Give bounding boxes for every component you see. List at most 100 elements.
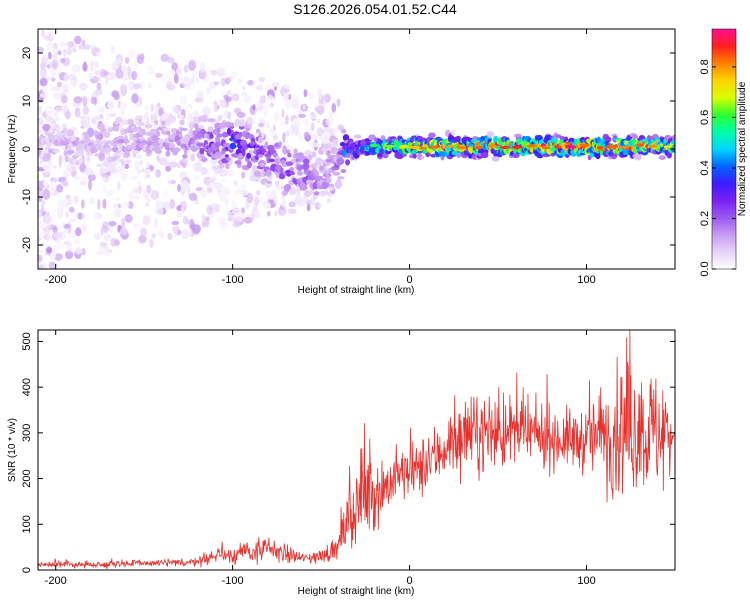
colorbar-tick-label: 0.2 [699,211,711,226]
spectrogram-noise-blob [61,145,67,151]
spectrogram-noise-blob [314,106,321,112]
spectrogram-noise-blob [155,200,163,209]
spectrogram-noise-blob [188,113,192,124]
spectrogram-ridge-blob [332,171,341,176]
spectrogram-noise-blob [159,227,164,237]
spectrogram-noise-blob [68,73,77,81]
spectrogram-noise-blob [216,67,226,77]
spectrogram-ridge-blob [456,135,461,141]
spectrogram-ridge-blob [43,153,52,159]
spectrogram-noise-blob [310,122,315,132]
spectrogram-noise-blob [140,227,147,236]
spectrogram-ridge-blob [179,119,185,126]
spectrogram-noise-blob [88,179,93,191]
spectrogram-marks [38,30,675,269]
spectrogram-ridge-blob [135,115,144,120]
spectrogram-noise-blob [194,97,204,103]
figure-title: S126.2026.054.01.52.C44 [293,1,457,17]
spectrogram-noise-blob [239,183,248,193]
spectrogram-noise-blob [265,190,271,198]
spectrogram-noise-blob [193,175,200,181]
spectrogram-noise-blob [107,100,115,111]
spectrogram-ridge-blob [312,194,318,200]
spectrogram-noise-blob [102,221,109,229]
spectrogram-noise-blob [103,121,110,131]
spectrogram-noise-blob [198,68,207,80]
spectrogram-noise-blob [47,51,53,60]
spectrogram-ridge-blob [124,150,130,157]
spectrogram-noise-blob [74,107,81,118]
spectrogram-ridge-blob [266,180,272,184]
spectrogram-noise-blob [190,76,196,85]
spectrogram-ridge-blob [105,147,113,151]
spectrogram-noise-blob [267,94,274,103]
spectrogram-ridge-blob [98,133,104,141]
snr-x-tick-label: 100 [577,575,595,587]
spectrogram-noise-blob [103,233,112,242]
spectrogram-ridge-blob [239,131,243,138]
spectrogram-ridge-blob [451,129,456,136]
spectrogram-noise-blob [162,188,169,200]
spectrogram-noise-blob [65,194,72,200]
spectrogram-noise-blob [120,169,129,179]
spectrogram-noise-blob [39,264,44,269]
spectrogram-ridge-blob [191,140,196,145]
spectrogram-ridge-blob [163,157,168,163]
spectrogram-noise-blob [220,77,226,87]
spectrogram-noise-blob [97,199,101,210]
spectrogram-noise-blob [73,96,83,104]
spectrogram-noise-blob [171,62,178,70]
spectrogram-ridge-blob [595,151,601,160]
spectrogram-y-axis-label: Frequency (Hz) [7,115,18,184]
spectrogram-ridge-blob [120,158,126,166]
spectrogram-noise-blob [74,175,80,180]
spectrogram-noise-blob [261,128,265,139]
spectrogram-noise-blob [122,201,130,208]
spectrogram-noise-blob [137,55,144,65]
spectrogram-noise-blob [180,76,189,88]
spectrogram-noise-blob [113,92,120,101]
spectrogram-ridge-blob [246,116,254,124]
spectrogram-ridge-blob [555,134,562,139]
spectrogram-noise-blob [90,96,97,105]
snr-x-tick-label: -100 [222,575,244,587]
spectrogram-ridge-blob [247,161,252,169]
spectrogram-ridge-blob [189,128,193,134]
spectrogram-noise-blob [81,39,86,46]
spectrogram-noise-blob [154,217,158,229]
spectrogram-ridge-blob [487,138,492,143]
snr-y-tick-label: 400 [21,378,33,396]
spectrogram-ridge-peak [472,145,483,150]
spectrogram-noise-blob [201,220,206,228]
spectrogram-ridge-blob [165,150,171,157]
spectrogram-noise-blob [50,69,55,77]
spectrogram-ridge-blob [420,155,425,160]
spectrogram-noise-blob [116,196,121,202]
spectrogram-ridge-blob [224,154,229,158]
spectrogram-ridge-blob [38,129,43,134]
spectrogram-ridge-blob [155,131,161,137]
spectrogram-ridge-blob [257,154,264,158]
spectrogram-ridge-blob [88,170,94,175]
spectrogram-noise-blob [63,73,69,82]
spectrogram-ridge-blob [634,153,642,161]
spectrogram-noise-blob [42,188,51,200]
spectrogram-x-tick-label: 100 [577,274,595,286]
spectrogram-noise-blob [326,197,332,204]
spectrogram-noise-blob [220,185,226,192]
spectrogram-ridge-blob [670,140,675,145]
spectrogram-noise-blob [191,163,195,169]
snr-y-tick-label: 300 [21,424,33,442]
spectrogram-noise-blob [183,64,189,73]
spectrogram-noise-blob [39,77,48,87]
spectrogram-ridge-blob [103,131,111,139]
spectrogram-noise-blob [150,104,155,112]
spectrogram-ridge-blob [289,166,295,172]
snr-x-tick-label: 0 [407,575,413,587]
spectrogram-noise-blob [115,69,124,79]
spectrogram-ridge-blob [115,116,123,124]
spectrogram-noise-blob [331,102,337,113]
spectrogram-noise-blob [229,71,237,80]
spectrogram-ridge-blob [297,171,303,176]
